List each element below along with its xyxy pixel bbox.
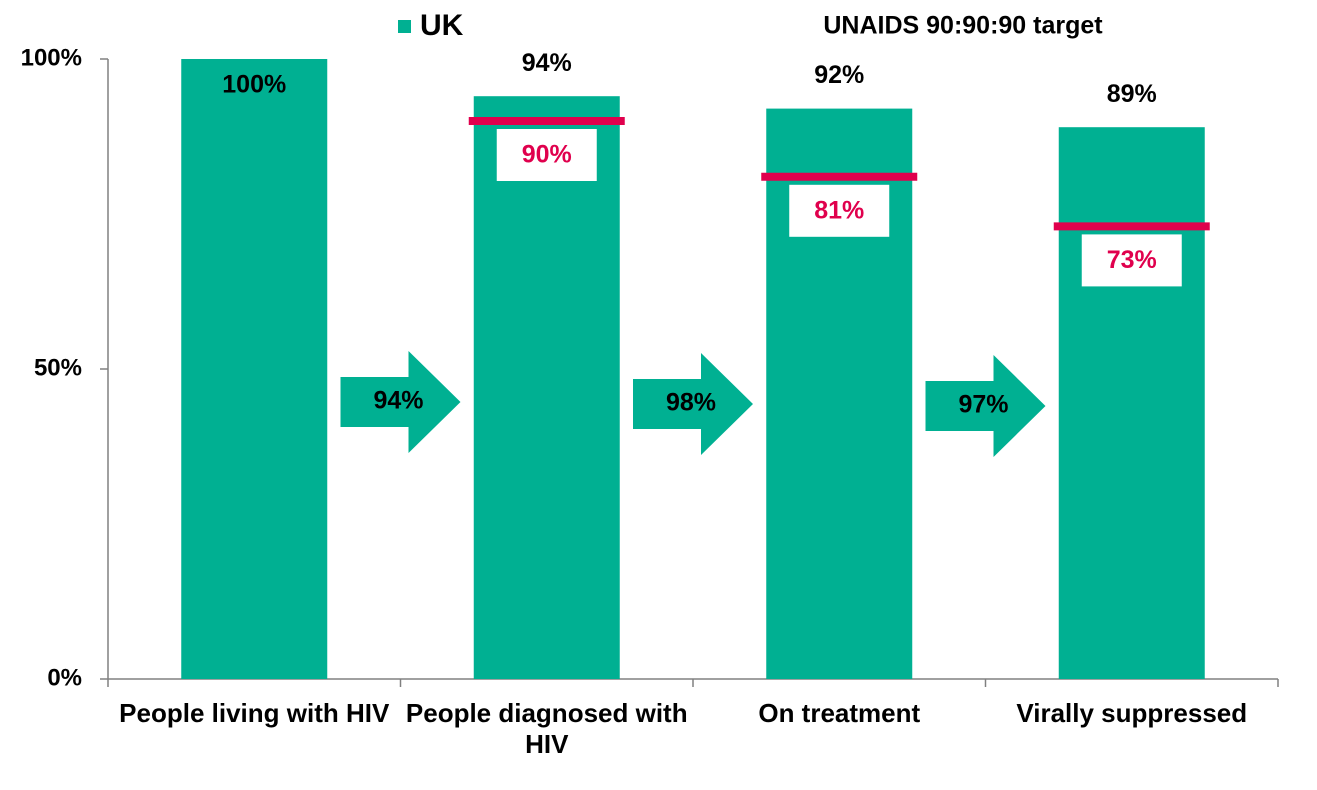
bar-value-label: 92% bbox=[814, 61, 864, 89]
legend-label: UK bbox=[420, 9, 464, 42]
conversion-arrow bbox=[340, 351, 461, 453]
x-tick-label: People diagnosed with HIV bbox=[405, 698, 688, 759]
bar-value-label: 89% bbox=[1107, 80, 1157, 108]
bar bbox=[473, 96, 620, 679]
x-tick-label: People living with HIV bbox=[119, 698, 390, 728]
target-label: 90% bbox=[522, 141, 572, 169]
bar bbox=[181, 59, 328, 679]
legend-label: UNAIDS 90:90:90 target bbox=[823, 12, 1103, 40]
conversion-arrow bbox=[925, 355, 1046, 457]
bar-value-label: 94% bbox=[522, 49, 572, 77]
conversion-arrow bbox=[633, 353, 753, 455]
conversion-label: 94% bbox=[373, 387, 423, 415]
bar-value-label: 100% bbox=[222, 71, 286, 99]
target-label-box bbox=[496, 129, 597, 181]
conversion-label: 97% bbox=[958, 391, 1008, 419]
target-label-box bbox=[789, 184, 890, 237]
target-label: 81% bbox=[814, 196, 864, 224]
target-label: 73% bbox=[1107, 246, 1157, 274]
y-tick-label: 50% bbox=[34, 354, 82, 381]
conversion-label: 98% bbox=[666, 389, 716, 417]
target-label-box bbox=[1081, 234, 1182, 287]
legend-swatch bbox=[398, 20, 411, 33]
x-tick-label: Virally suppressed bbox=[1016, 698, 1248, 728]
y-tick-label: 100% bbox=[21, 44, 82, 71]
bar bbox=[1058, 127, 1205, 679]
y-tick-label: 0% bbox=[47, 664, 82, 691]
x-tick-label: On treatment bbox=[758, 698, 921, 728]
